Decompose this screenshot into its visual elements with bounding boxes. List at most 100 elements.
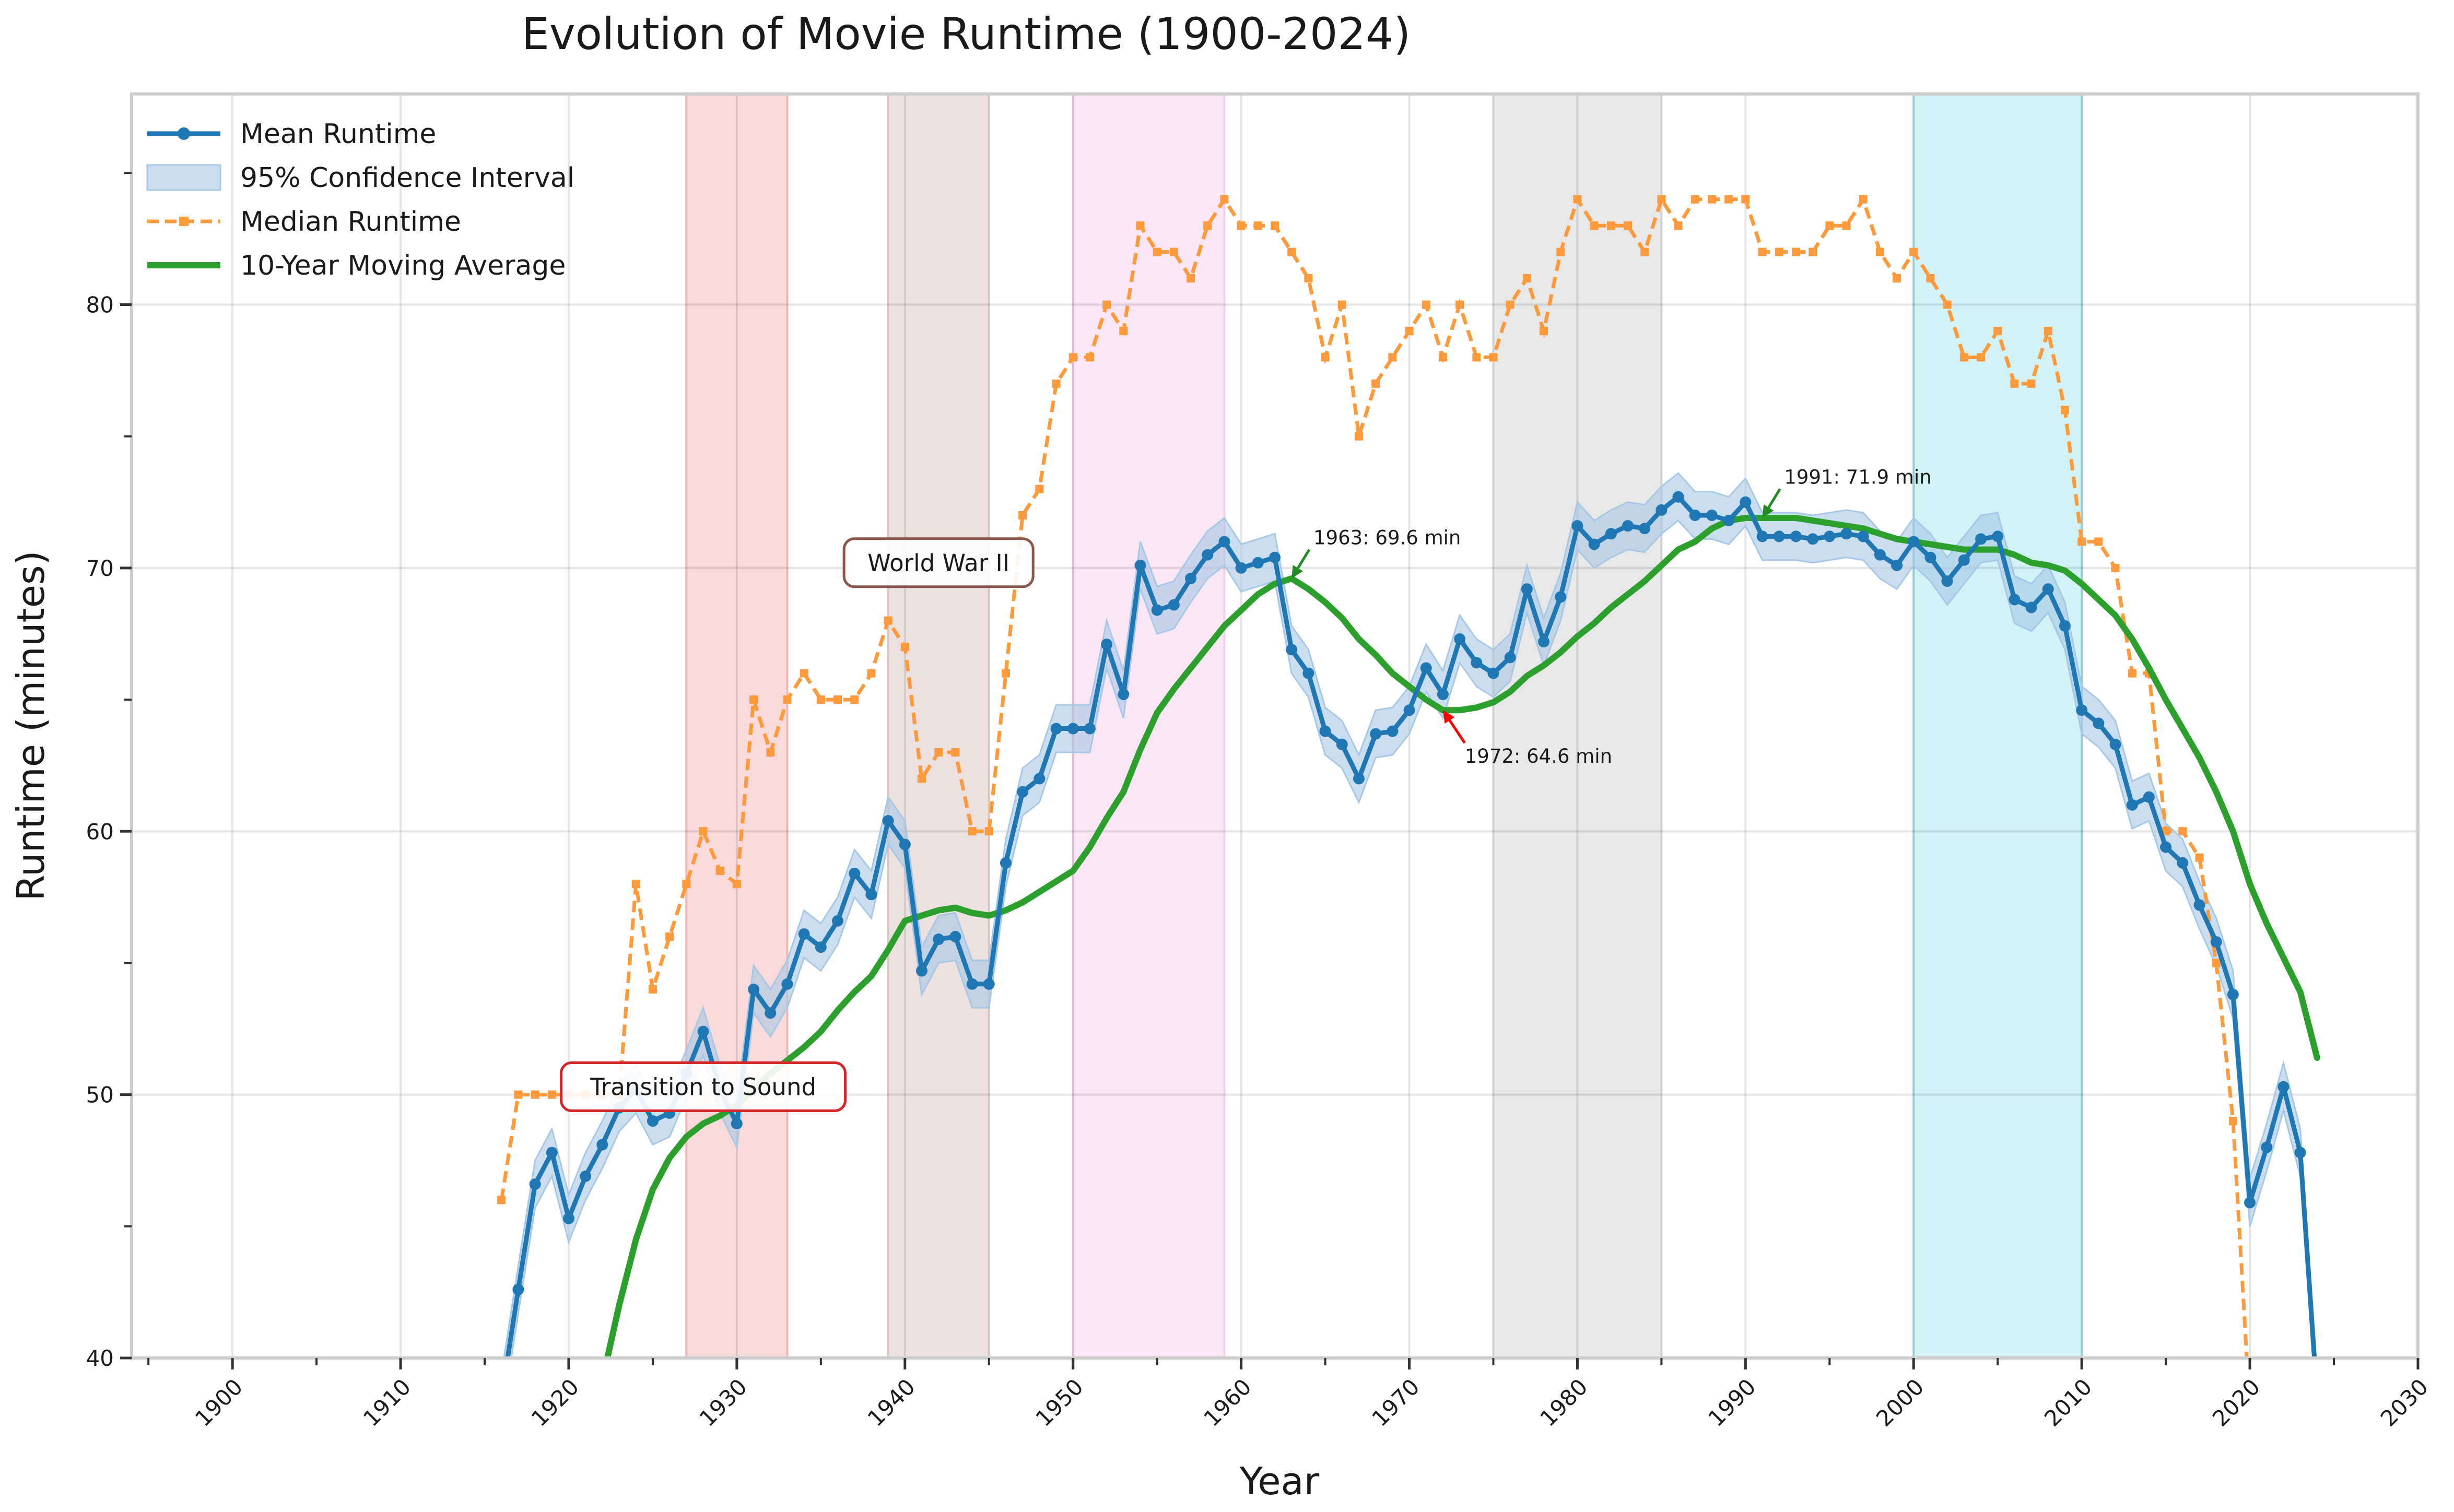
x-tick-label: 2000 (1871, 1374, 1929, 1431)
mean-point (949, 931, 961, 942)
median-point (1153, 247, 1161, 256)
legend-label: 95% Confidence Interval (240, 162, 574, 194)
median-point (547, 1090, 556, 1099)
median-point (1237, 221, 1246, 230)
median-point (1489, 353, 1498, 362)
mean-point (2126, 799, 2138, 811)
median-series (497, 195, 2249, 1358)
mean-point (1302, 667, 1314, 679)
median-point (1304, 274, 1313, 283)
mean-point (562, 1212, 574, 1224)
mean-point (1857, 530, 1869, 542)
mean-point (933, 934, 945, 946)
mean-point (849, 867, 861, 879)
mean-point (1975, 533, 1987, 545)
mean-point (697, 1025, 709, 1037)
mean-point (1101, 639, 1113, 651)
x-tick-label: 1930 (695, 1374, 752, 1431)
y-axis-label: Runtime (minutes) (9, 550, 53, 901)
median-point (1540, 326, 1548, 335)
median-point (1825, 221, 1834, 230)
x-tick-label: 1940 (863, 1374, 920, 1431)
x-tick-label: 2030 (2376, 1374, 2433, 1431)
annotations: Transition to Sound World War II 1963: 69.… (560, 466, 1932, 1112)
median-point (1573, 195, 1582, 204)
grid-lines (132, 94, 2418, 1359)
median-point (1556, 247, 1565, 256)
median-point (766, 748, 775, 757)
mean-point (2109, 738, 2121, 750)
median-point (800, 669, 808, 678)
mean-point (882, 815, 894, 827)
mean-point (1387, 725, 1399, 737)
shaded-period (1912, 93, 2083, 1359)
mean-point (1319, 725, 1331, 737)
event-label-text: Transition to Sound (590, 1073, 816, 1101)
plot-border (130, 92, 2420, 1360)
legend-marker-mean (178, 127, 190, 140)
mean-point (2277, 1081, 2289, 1093)
median-point (2228, 1117, 2237, 1126)
median-point (1052, 379, 1061, 388)
mean-point (865, 889, 877, 901)
mean-point (1571, 520, 1583, 532)
median-point (1136, 221, 1145, 230)
x-tick-label: 1970 (1367, 1374, 1424, 1431)
mean-point (1336, 738, 1348, 750)
mean-point (1134, 559, 1146, 571)
median-point (900, 643, 909, 652)
median-point (1085, 353, 1094, 362)
x-axis-label: Year (1239, 1459, 1320, 1503)
median-point (2212, 959, 2221, 967)
median-point (2027, 379, 2036, 388)
y-tick-label: 40 (86, 1345, 114, 1371)
mean-point (1992, 530, 2004, 542)
annotation-arrow-head (1762, 504, 1774, 518)
mean-point (1555, 591, 1567, 603)
median-point (867, 669, 876, 678)
median-point (1271, 221, 1279, 230)
mean-point (1773, 530, 1785, 542)
mean-point (2143, 791, 2155, 803)
median-point (1640, 247, 1649, 256)
mean-point (2093, 717, 2105, 729)
y-tick-label: 80 (86, 292, 114, 318)
mean-point (1454, 633, 1466, 645)
median-point (1657, 195, 1666, 204)
shaded-period (887, 93, 990, 1359)
x-tick-label: 1990 (1703, 1374, 1760, 1431)
mean-point (1000, 857, 1012, 869)
median-point (1069, 353, 1077, 362)
mean-point (781, 978, 793, 990)
median-point (1354, 432, 1363, 441)
legend-label: 10-Year Moving Average (240, 250, 566, 281)
median-point (934, 748, 943, 757)
median-point (2077, 537, 2086, 546)
mean-point (2193, 899, 2205, 911)
median-point (1926, 274, 1935, 283)
median-point (783, 695, 792, 704)
x-tick-label: 2010 (2039, 1374, 2097, 1431)
median-point (1321, 353, 1330, 362)
mean-point (1504, 652, 1516, 664)
mean-point (2160, 841, 2172, 853)
median-point (2162, 827, 2170, 836)
median-point (1388, 353, 1397, 362)
median-point (968, 827, 977, 836)
mean-point (1655, 504, 1668, 516)
mean-point (2076, 704, 2088, 716)
mean-point (529, 1178, 541, 1190)
median-point (951, 748, 960, 757)
mean-point (1437, 688, 1449, 700)
mean-point (731, 1118, 743, 1130)
mean-point (1034, 773, 1046, 785)
mean-point (2210, 936, 2222, 948)
median-point (2111, 563, 2120, 572)
mean-point (1185, 573, 1197, 585)
moving-average-line (604, 515, 2320, 1358)
mean-point (2177, 857, 2189, 869)
median-point (1724, 195, 1733, 204)
y-tick-label: 50 (86, 1082, 114, 1108)
median-point (1943, 300, 1952, 309)
mean-point (1202, 549, 1214, 561)
